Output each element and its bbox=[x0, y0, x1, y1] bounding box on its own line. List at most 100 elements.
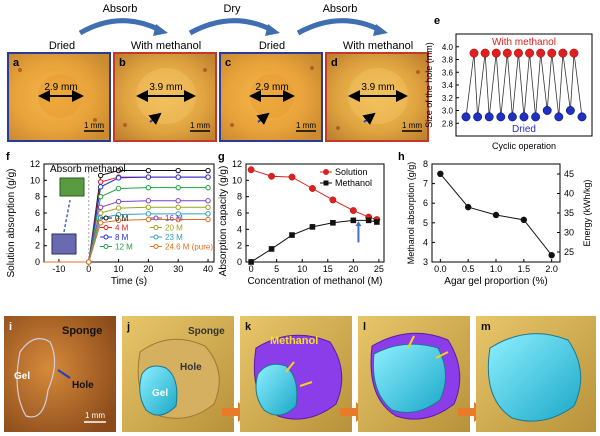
sponge-label: Sponge bbox=[188, 326, 225, 337]
render-panel-l: l bbox=[358, 316, 470, 432]
y-axis-label: Methanol absorption (g/g) bbox=[406, 162, 416, 265]
data-point bbox=[558, 48, 568, 58]
x-axis-label: Time (s) bbox=[111, 276, 147, 287]
data-point bbox=[309, 224, 316, 230]
legend-label: 12 M bbox=[115, 243, 133, 252]
data-point bbox=[97, 179, 104, 185]
legend-marker bbox=[103, 244, 109, 249]
y-tick-label: 3 bbox=[423, 257, 428, 267]
data-point bbox=[329, 196, 337, 204]
data-point bbox=[175, 184, 181, 191]
legend-marker bbox=[103, 215, 109, 221]
gel-label: Gel bbox=[14, 371, 30, 382]
data-point bbox=[205, 184, 211, 191]
y-right-tick-label: 45 bbox=[564, 169, 574, 179]
data-point bbox=[247, 166, 255, 174]
y-tick-label: 0 bbox=[237, 257, 242, 267]
charts-canvas: e 2.8 3.0 3.2 3.4 3.6 3.8 4.0 Cyclic operation Si… bbox=[6, 15, 593, 287]
x-axis-label: Agar gel proportion (%) bbox=[444, 276, 547, 287]
x-tick-label: 40 bbox=[203, 264, 213, 274]
data-point bbox=[548, 251, 555, 259]
data-point bbox=[268, 172, 275, 180]
data-point bbox=[577, 112, 587, 122]
sponge-label: Sponge bbox=[62, 325, 102, 337]
data-point bbox=[469, 48, 479, 58]
y-tick-label: 0 bbox=[35, 257, 40, 267]
data-point bbox=[350, 217, 357, 224]
indicator-arrow-head bbox=[355, 221, 362, 227]
hole-size-label: 3.9 mm bbox=[149, 82, 182, 93]
y-axis-label: Absorption capacity (g/g) bbox=[218, 166, 229, 277]
render-panel-j: j Sponge Hole Gel bbox=[122, 316, 234, 432]
y-right-axis-label: Energy (kWh/kg) bbox=[582, 179, 592, 246]
render-panel-m: m bbox=[476, 316, 596, 432]
data-point bbox=[464, 203, 472, 211]
panel-letter: h bbox=[398, 151, 405, 163]
scale-bar-label: 1 mm bbox=[402, 121, 422, 130]
data-point bbox=[437, 170, 444, 177]
data-point bbox=[205, 211, 211, 217]
legend-marker bbox=[323, 169, 329, 175]
panel-letter: l bbox=[363, 321, 366, 333]
x-tick-label: 0 bbox=[86, 264, 91, 274]
data-point bbox=[289, 232, 295, 238]
scale-bar-label: 1 mm bbox=[190, 121, 210, 130]
data-point bbox=[175, 211, 181, 217]
legend-label: 23 M bbox=[165, 233, 183, 242]
data-point bbox=[531, 112, 541, 122]
data-point bbox=[349, 207, 357, 214]
y-tick-label: 8 bbox=[423, 159, 428, 169]
legend-label: 0 M bbox=[115, 214, 129, 223]
x-tick-label: 5 bbox=[274, 264, 279, 274]
legend-label: 16 M bbox=[165, 214, 183, 223]
data-point bbox=[205, 216, 211, 223]
y-tick-label: 7 bbox=[423, 179, 428, 189]
arrow-label-absorb: Absorb bbox=[103, 3, 138, 15]
data-point bbox=[536, 48, 546, 58]
x-tick-label: 20 bbox=[143, 264, 153, 274]
data-point bbox=[288, 173, 296, 181]
data-point bbox=[97, 204, 104, 210]
top-row: Absorb Dry Absorb Dried With methanol Dr… bbox=[7, 3, 429, 142]
legend-marker bbox=[103, 234, 109, 240]
y-tick-label: 4 bbox=[35, 224, 40, 234]
data-point bbox=[97, 210, 104, 216]
data-point bbox=[525, 48, 535, 58]
x-axis-label: Concentration of methanol (M) bbox=[247, 276, 382, 287]
panel-letter: m bbox=[481, 321, 491, 333]
data-point bbox=[86, 259, 92, 265]
x-tick-label: 15 bbox=[323, 264, 333, 274]
data-point bbox=[565, 106, 575, 115]
x-tick-label: 10 bbox=[114, 264, 124, 274]
gel-label: Gel bbox=[152, 388, 168, 399]
inset-cube-top bbox=[59, 177, 85, 197]
data-point bbox=[309, 185, 316, 192]
cycle-arrow: Absorb bbox=[296, 3, 388, 36]
cycle-arrow: Dry bbox=[188, 3, 280, 36]
data-point bbox=[542, 106, 552, 115]
data-point bbox=[97, 172, 104, 179]
arrow-label-absorb: Absorb bbox=[323, 3, 358, 15]
y-tick-label: 6 bbox=[35, 208, 40, 218]
cycle-arrow: Absorb bbox=[78, 3, 168, 36]
y-tick-label: 3.8 bbox=[442, 56, 454, 65]
data-point bbox=[115, 211, 122, 218]
legend-marker bbox=[103, 225, 109, 230]
x-tick-label: 25 bbox=[374, 264, 384, 274]
panel-letter: f bbox=[6, 151, 10, 163]
y-tick-label: 8 bbox=[237, 192, 242, 202]
legend-label: 4 M bbox=[115, 224, 129, 233]
x-tick-label: 1.5 bbox=[518, 264, 531, 274]
legend-label: 8 M bbox=[115, 233, 129, 242]
y-tick-label: 3.6 bbox=[442, 68, 454, 77]
data-point bbox=[365, 217, 372, 224]
frame-state-label: Dried bbox=[259, 40, 285, 52]
y-tick-label: 3.4 bbox=[442, 81, 454, 90]
y-right-tick-label: 30 bbox=[564, 228, 574, 238]
photo-frame-b: b 3.9 mm 1 mm bbox=[113, 52, 217, 142]
data-point bbox=[461, 112, 471, 122]
photo-panel-i: i Sponge Gel Hole 1 mm bbox=[4, 316, 116, 432]
hole-label: Hole bbox=[72, 380, 94, 391]
y-tick-label: 3.0 bbox=[442, 107, 454, 116]
y-tick-label: 12 bbox=[30, 159, 40, 169]
